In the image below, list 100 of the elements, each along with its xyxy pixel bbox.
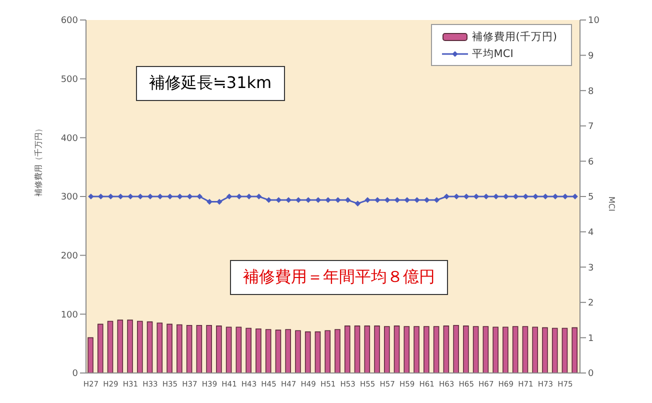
bar (256, 328, 262, 373)
point (216, 199, 222, 204)
bar (236, 326, 242, 373)
y2-tick-label: 0 (588, 369, 594, 380)
y-tick-label: 400 (60, 134, 78, 144)
y2-tick-label: 9 (588, 51, 594, 62)
point (474, 194, 479, 200)
point (572, 194, 578, 200)
bar (532, 326, 538, 373)
point (464, 194, 470, 200)
bar (117, 320, 124, 373)
point (286, 197, 292, 203)
bar (186, 324, 192, 373)
point (325, 197, 331, 203)
point (355, 200, 360, 206)
bar (344, 326, 350, 373)
point (335, 197, 341, 203)
bar (196, 324, 202, 373)
bar (394, 326, 400, 373)
y-tick-label: 300 (60, 192, 78, 203)
point (444, 194, 450, 200)
bar (206, 324, 212, 373)
bar (216, 326, 222, 373)
point (177, 194, 183, 200)
point (246, 194, 252, 200)
bar (334, 329, 340, 373)
bar (542, 327, 548, 373)
point (345, 197, 351, 203)
bar (384, 326, 390, 373)
annotation: 補修延長≒31km (136, 66, 285, 101)
bar (492, 326, 498, 373)
y2-tick-label: 8 (588, 86, 594, 97)
point (296, 197, 302, 203)
bar (414, 326, 420, 373)
point (364, 197, 370, 203)
point (226, 194, 232, 200)
y-tick-label: 0 (72, 369, 78, 380)
point (276, 197, 282, 203)
bar (364, 326, 370, 373)
y-tick-label: 500 (60, 75, 78, 86)
bar (512, 326, 518, 373)
bar (433, 326, 440, 373)
point (236, 194, 242, 200)
y2-axis-title: MCI (607, 196, 616, 212)
bar (246, 328, 252, 373)
bar (295, 330, 301, 373)
point (196, 194, 202, 200)
bar (472, 326, 479, 373)
point (483, 194, 489, 200)
point (562, 194, 568, 200)
bar (324, 330, 331, 373)
bar (354, 326, 360, 373)
y-axis-title: 補修費用（千万円） (34, 124, 43, 196)
bar (285, 329, 291, 373)
point (522, 194, 528, 200)
point (167, 194, 173, 200)
point (306, 197, 311, 203)
bar (453, 324, 459, 373)
bar (97, 324, 104, 373)
point (503, 194, 509, 200)
point (256, 194, 262, 200)
y-tick-label: 100 (60, 310, 78, 320)
point (98, 194, 104, 200)
legend-label: 補修費用(千万円) (472, 30, 557, 44)
bar (156, 322, 163, 373)
point (88, 194, 94, 200)
bar (482, 326, 489, 373)
y-tick-label: 600 (60, 16, 78, 26)
bar (522, 326, 528, 373)
y2-tick-label: 4 (588, 228, 594, 238)
y2-tick-label: 6 (588, 157, 594, 168)
bar (502, 326, 508, 373)
point (552, 194, 558, 200)
y2-tick-label: 3 (588, 263, 594, 274)
bar (314, 331, 321, 373)
point (128, 194, 134, 200)
annotation: 補修費用＝年間平均８億円 (230, 260, 448, 295)
bar (443, 326, 450, 373)
bar (107, 320, 114, 373)
point (542, 194, 548, 200)
bar (127, 320, 133, 373)
point (108, 194, 114, 200)
point (138, 194, 144, 200)
point (118, 194, 124, 200)
bar (265, 329, 272, 373)
point (206, 199, 212, 204)
point (424, 197, 430, 203)
point (532, 194, 538, 200)
bar (424, 326, 430, 373)
y2-tick-label: 5 (588, 192, 594, 203)
bar (572, 327, 578, 373)
bar (137, 320, 143, 373)
bar (552, 328, 558, 373)
bar (404, 326, 410, 373)
point (187, 194, 192, 200)
point (513, 194, 518, 200)
y-tick-label: 200 (60, 252, 78, 262)
point (493, 194, 499, 200)
legend-label: 平均MCI (472, 46, 514, 60)
point (404, 197, 410, 203)
